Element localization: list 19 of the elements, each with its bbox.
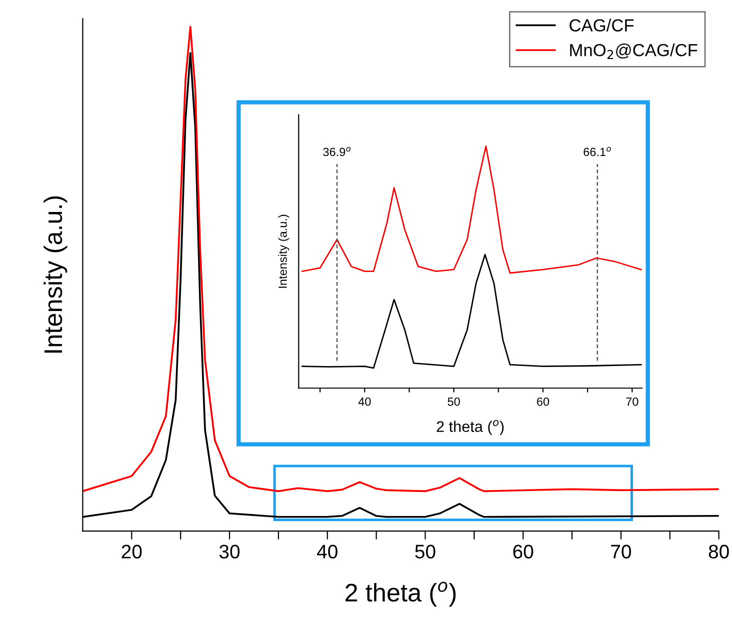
y-axis-title: Intensity (a.u.) bbox=[278, 214, 290, 288]
x-tick-label: 40 bbox=[317, 544, 338, 558]
x-axis-title: 2 theta ($^{o}$) bbox=[346, 582, 456, 607]
legend-label: CAG/CF bbox=[570, 18, 634, 32]
x-tick-label: 50 bbox=[415, 544, 436, 558]
x-tick-label: 20 bbox=[122, 544, 142, 558]
ref-line-label: 66.1$^{o}$ bbox=[584, 146, 611, 156]
x-axis-title: 2 theta ($^{o}$) bbox=[436, 420, 504, 436]
x-tick-label: 80 bbox=[708, 544, 729, 558]
x-tick-label: 70 bbox=[611, 544, 632, 558]
legend-label: MnO$_{2}$@CAG/CF bbox=[570, 44, 698, 59]
x-tick-label: 30 bbox=[219, 544, 240, 558]
x-tick-label: 40 bbox=[358, 397, 371, 406]
x-tick-label: 60 bbox=[513, 544, 534, 558]
x-tick-label: 50 bbox=[448, 397, 460, 406]
x-tick-label: 70 bbox=[626, 397, 638, 406]
y-axis-title: Intensity (a.u.) bbox=[44, 196, 68, 353]
ref-line-label: 36.9$^{o}$ bbox=[323, 146, 350, 156]
x-tick-label: 60 bbox=[537, 397, 550, 406]
